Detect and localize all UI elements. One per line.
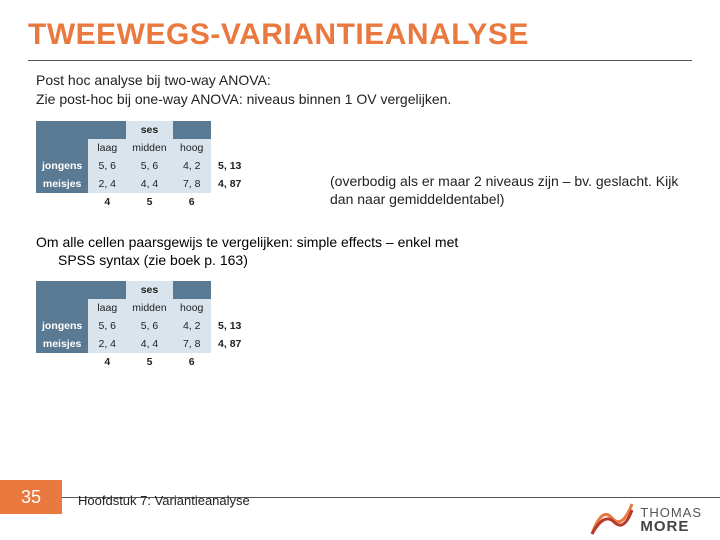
row-mean: 4, 87 (211, 175, 249, 193)
blank-cell (173, 281, 211, 299)
blank-cell (211, 281, 249, 299)
cell: 2, 4 (88, 335, 126, 353)
blank-cell (36, 193, 88, 211)
para1-line2: Zie post-hoc bij one-way ANOVA: niveaus … (36, 91, 451, 107)
col-mean: 6 (173, 193, 211, 211)
blank-cell (88, 121, 126, 139)
cell: 4, 2 (173, 317, 211, 335)
cell: 7, 8 (173, 175, 211, 193)
logo-mark-icon (590, 502, 634, 536)
col-mean: 4 (88, 353, 126, 371)
col-mean: 4 (88, 193, 126, 211)
cell: 5, 6 (126, 157, 172, 175)
col-header-midden: midden (126, 139, 172, 157)
anova-table-2-wrap: ses laag midden hoog jongens 5, 6 5, 6 4… (0, 269, 720, 371)
cell: 2, 4 (88, 175, 126, 193)
blank-cell (211, 139, 249, 157)
brand-logo: THOMAS MORE (590, 502, 702, 536)
col-mean: 6 (173, 353, 211, 371)
blank-cell (211, 193, 249, 211)
col-header-hoog: hoog (173, 299, 211, 317)
anova-table-2: ses laag midden hoog jongens 5, 6 5, 6 4… (36, 281, 249, 371)
group-header: ses (126, 121, 172, 139)
row-label-jongens: jongens (36, 317, 88, 335)
para2-main: Om alle cellen paarsgewijs te vergelijke… (36, 234, 458, 250)
title-rule (28, 60, 692, 61)
row-mean: 4, 87 (211, 335, 249, 353)
cell: 7, 8 (173, 335, 211, 353)
cell: 4, 4 (126, 335, 172, 353)
anova-table-1: ses laag midden hoog jongens 5, 6 5, 6 4… (36, 121, 249, 211)
col-mean: 5 (126, 353, 172, 371)
row-label-meisjes: meisjes (36, 335, 88, 353)
row-label-jongens: jongens (36, 157, 88, 175)
logo-text: THOMAS MORE (640, 506, 702, 534)
para1-line1: Post hoc analyse bij two-way ANOVA: (36, 72, 271, 88)
blank-cell (36, 121, 88, 139)
intro-paragraph: Post hoc analyse bij two-way ANOVA: Zie … (0, 71, 720, 109)
slide-title: TWEEWEGS-VARIANTIEANALYSE (0, 0, 720, 60)
simple-effects-paragraph: Om alle cellen paarsgewijs te vergelijke… (0, 233, 720, 269)
blank-cell (36, 299, 88, 317)
row-mean: 5, 13 (211, 317, 249, 335)
blank-cell (36, 353, 88, 371)
col-header-midden: midden (126, 299, 172, 317)
blank-cell (211, 299, 249, 317)
side-note: (overbodig als er maar 2 niveaus zijn – … (330, 172, 680, 208)
blank-cell (36, 281, 88, 299)
brand-line2: MORE (640, 518, 689, 535)
col-header-hoog: hoog (173, 139, 211, 157)
row-mean: 5, 13 (211, 157, 249, 175)
blank-cell (211, 121, 249, 139)
row-label-meisjes: meisjes (36, 175, 88, 193)
blank-cell (173, 121, 211, 139)
col-mean: 5 (126, 193, 172, 211)
slide-number-badge: 35 (0, 480, 62, 514)
group-header: ses (126, 281, 172, 299)
cell: 5, 6 (126, 317, 172, 335)
cell: 4, 4 (126, 175, 172, 193)
para2-indent: SPSS syntax (zie boek p. 163) (36, 251, 684, 269)
blank-cell (211, 353, 249, 371)
cell: 5, 6 (88, 317, 126, 335)
cell: 4, 2 (173, 157, 211, 175)
blank-cell (36, 139, 88, 157)
cell: 5, 6 (88, 157, 126, 175)
col-header-laag: laag (88, 299, 126, 317)
blank-cell (88, 281, 126, 299)
chapter-label: Hoofdstuk 7: Variantieanalyse (78, 493, 250, 508)
col-header-laag: laag (88, 139, 126, 157)
